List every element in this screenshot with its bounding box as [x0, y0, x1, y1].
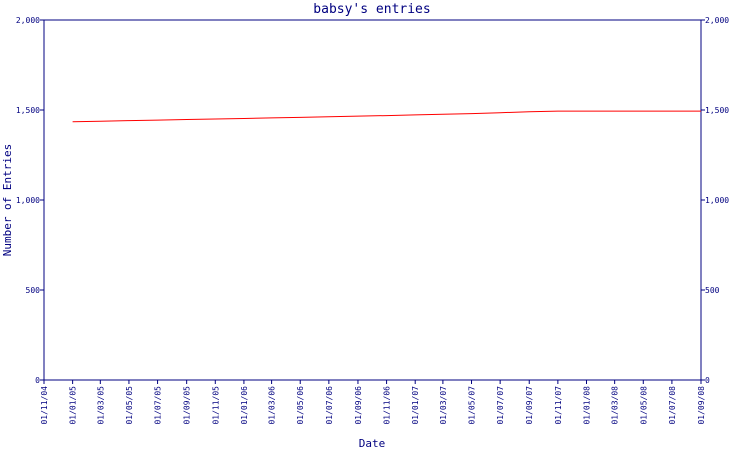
x-tick-label: 01/07/06: [325, 386, 334, 425]
x-axis-label: Date: [359, 437, 386, 450]
x-tick-label: 01/07/07: [496, 386, 505, 425]
x-tick-label: 01/09/06: [354, 386, 363, 425]
chart-title: babsy's entries: [313, 2, 430, 17]
x-tick-label: 01/01/06: [240, 386, 249, 425]
series-line: [72, 110, 701, 123]
x-tick-label: 01/11/07: [554, 386, 563, 425]
y-tick-label-right: 500: [705, 286, 720, 295]
x-tick-label: 01/05/05: [125, 386, 134, 425]
x-tick-label: 01/03/07: [439, 386, 448, 425]
y-tick-label-left: 0: [35, 376, 40, 385]
x-tick-label: 01/03/05: [96, 386, 105, 425]
x-tick-label: 01/11/06: [383, 386, 392, 425]
x-tick-label: 01/11/05: [211, 386, 220, 425]
y-tick-label-left: 2,000: [16, 16, 40, 25]
x-tick-label: 01/03/08: [611, 386, 620, 425]
x-tick-label: 01/01/07: [411, 386, 420, 425]
y-tick-label-left: 1,500: [16, 106, 40, 115]
x-tick-label: 01/01/08: [582, 386, 591, 425]
x-tick-label: 01/07/08: [668, 386, 677, 425]
x-tick-label: 01/01/05: [69, 386, 78, 425]
y-tick-label-right: 1,500: [705, 106, 729, 115]
x-tick-label: 01/09/08: [697, 386, 706, 425]
x-tick-label: 01/09/07: [525, 386, 534, 425]
y-axis-label: Number of Entries: [1, 144, 14, 257]
x-tick-label: 01/07/05: [154, 386, 163, 425]
plot-frame: [43, 19, 702, 381]
y-tick-label-right: 2,000: [705, 16, 729, 25]
x-tick-label: 01/05/06: [296, 386, 305, 425]
x-tick-label: 01/05/07: [468, 386, 477, 425]
y-tick-label-right: 0: [705, 376, 710, 385]
y-tick-label-right: 1,000: [705, 196, 729, 205]
x-tick-label: 01/05/08: [639, 386, 648, 425]
x-tick-label: 01/11/04: [40, 386, 49, 425]
x-tick-label: 01/03/06: [268, 386, 277, 425]
y-tick-label-left: 500: [26, 286, 41, 295]
y-tick-label-left: 1,000: [16, 196, 40, 205]
x-tick-label: 01/09/05: [183, 386, 192, 425]
